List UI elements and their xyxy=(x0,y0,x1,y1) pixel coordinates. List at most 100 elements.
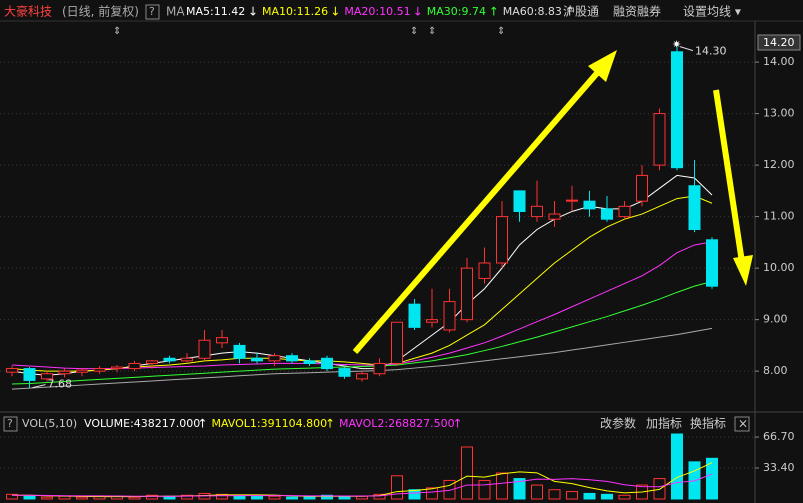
volume-bar xyxy=(321,494,333,500)
volume-bar xyxy=(706,457,718,500)
y-tick-label: 66.70 xyxy=(763,430,795,443)
stock-name: 大豪科技 xyxy=(4,4,52,19)
link[interactable]: 设置均线 ▾ xyxy=(683,5,741,19)
volume-bar xyxy=(426,487,438,500)
candle-body xyxy=(93,368,106,372)
marker: ⇕ xyxy=(428,26,436,37)
marker: ⇕ xyxy=(497,26,505,37)
marker: ⇕ xyxy=(113,26,121,37)
candle-body xyxy=(653,113,666,166)
volume-bar xyxy=(6,493,18,500)
price-box xyxy=(757,34,801,51)
low-label: 7.68 xyxy=(48,378,73,391)
y-tick-label: 10.00 xyxy=(763,261,795,274)
volume-bar xyxy=(548,489,561,500)
volume-bar xyxy=(128,496,141,500)
volume-bar xyxy=(618,494,631,500)
marker: ⇕ xyxy=(410,26,418,37)
button[interactable]: 加指标 xyxy=(646,416,682,431)
y-tick-label: 12.00 xyxy=(763,158,795,171)
candle-body xyxy=(531,205,543,218)
ma-label: MA20:10.51 xyxy=(344,5,410,18)
volume-label: VOLUME:438217.000 xyxy=(84,417,200,430)
ma-label: MA10:11.26 xyxy=(262,5,328,18)
button[interactable]: 改参数 xyxy=(600,416,636,431)
help-box[interactable] xyxy=(3,416,18,432)
candle-body xyxy=(461,267,473,321)
volume-label: MAVOL2:268827.500 xyxy=(339,417,455,430)
header: 大豪科技 (日线, 前复权) ? MA 沪股通 融资融券 设置均线 ▾ MA5:… xyxy=(4,4,741,20)
volume-bar xyxy=(461,446,473,500)
candle-body xyxy=(618,205,631,218)
marker: ✷ xyxy=(672,38,681,51)
candle-body xyxy=(41,373,53,380)
y-tick-label: 8.00 xyxy=(763,364,788,377)
volume-bar xyxy=(23,495,36,500)
volume-bar xyxy=(146,494,158,500)
volume-bar xyxy=(268,495,281,500)
candle-body xyxy=(688,185,701,230)
help[interactable]: ? xyxy=(149,5,155,18)
candle-body xyxy=(163,357,176,362)
candle-body xyxy=(496,216,508,264)
candle-body xyxy=(706,239,718,287)
volume-bar xyxy=(373,493,386,500)
candle-body xyxy=(548,213,561,220)
candle-body xyxy=(636,174,648,202)
volume-bar xyxy=(478,479,491,500)
candle-body xyxy=(286,355,298,362)
volume-bar xyxy=(566,491,578,500)
volume-bar xyxy=(251,495,263,500)
candle-body xyxy=(601,208,613,220)
candle-body xyxy=(443,301,456,331)
candle-body xyxy=(6,368,18,373)
link[interactable]: 融资融券 xyxy=(613,4,661,19)
ma-arrow: ↑ xyxy=(565,5,575,19)
candle-body xyxy=(566,199,578,202)
volume-bar xyxy=(286,496,298,500)
candle-body xyxy=(356,373,368,380)
volume-arrow: ↑ xyxy=(197,417,207,431)
candle-body xyxy=(268,355,281,362)
ma-title[interactable]: MA xyxy=(166,5,185,19)
volume-bar xyxy=(181,494,193,500)
candle-body xyxy=(408,303,421,328)
candle-body xyxy=(23,368,36,381)
volume-bar xyxy=(408,489,421,500)
candle-body xyxy=(58,370,71,375)
candle-body xyxy=(338,368,351,377)
arrow-shaft xyxy=(352,70,601,354)
volume-bar xyxy=(496,472,508,500)
candle-body xyxy=(303,360,316,364)
candle-body xyxy=(146,360,158,364)
period-mode[interactable]: (日线, 前复权) xyxy=(62,4,139,19)
close[interactable]: × xyxy=(738,417,748,431)
ma-arrow: ↓ xyxy=(248,5,258,19)
help[interactable]: ? xyxy=(7,417,13,430)
candle-body xyxy=(251,357,263,362)
button[interactable]: 换指标 xyxy=(690,416,726,431)
help-box[interactable] xyxy=(145,4,160,20)
candle-body xyxy=(426,319,438,323)
link[interactable]: 沪股通 xyxy=(563,5,599,19)
high-label: 14.30 xyxy=(695,45,727,58)
volume-bar xyxy=(671,433,683,500)
candle-body xyxy=(513,190,526,212)
close-box[interactable] xyxy=(734,416,750,432)
arrow-shaft xyxy=(713,89,745,263)
ma-arrow: ↑ xyxy=(489,5,499,19)
y-tick-label: 33.40 xyxy=(763,461,795,474)
candle-body xyxy=(181,357,193,362)
candle-body xyxy=(233,344,246,359)
ma-line xyxy=(11,281,713,385)
y-tick-label: 9.00 xyxy=(763,313,788,326)
plot: 8.00 9.00 10.00 11.00 12.00 13.00 14.00 14.30 7.… xyxy=(0,45,795,500)
ma-label: MA5:11.42 xyxy=(186,5,245,18)
candle-body xyxy=(216,337,228,344)
volume-bar xyxy=(443,479,456,500)
candle-body xyxy=(478,262,491,279)
volume-bar xyxy=(531,484,543,500)
volume-arrow: ↑ xyxy=(452,417,462,431)
